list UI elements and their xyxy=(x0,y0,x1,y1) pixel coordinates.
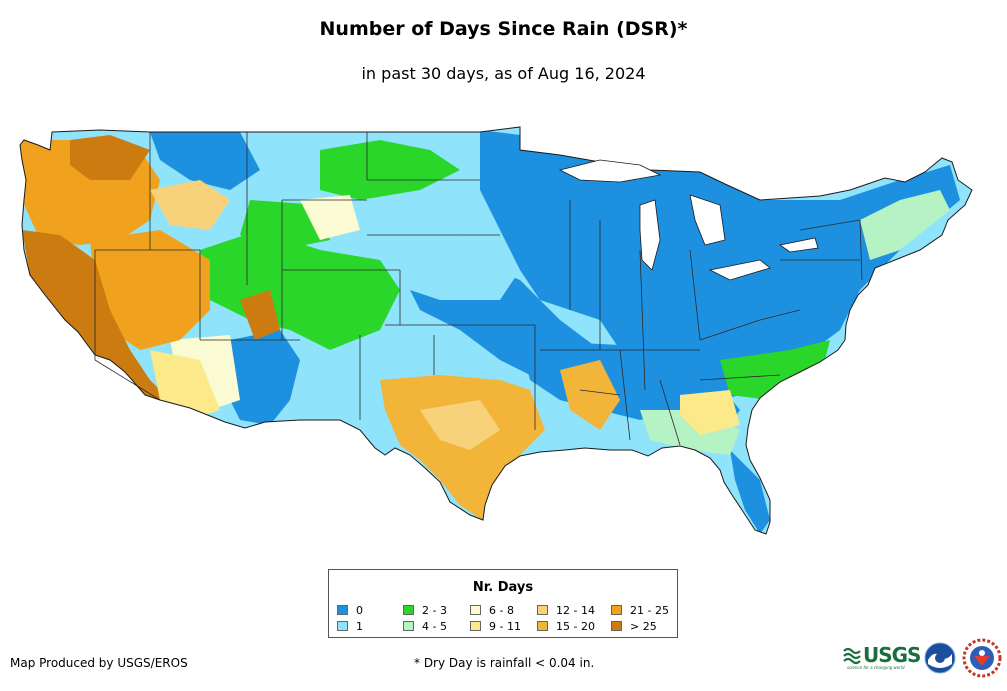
region-southeast-0 xyxy=(520,340,740,440)
legend-label: 2 - 3 xyxy=(422,604,447,617)
legend-swatch xyxy=(470,621,481,631)
border-northern-tier xyxy=(94,132,863,446)
region-great-lakes-0 xyxy=(480,130,960,400)
legend-swatch xyxy=(403,621,414,631)
legend-swatch xyxy=(403,605,414,615)
legend-swatch xyxy=(537,605,548,615)
lake-superior xyxy=(558,159,662,183)
legend-label: > 25 xyxy=(630,620,657,633)
great-lakes xyxy=(558,159,819,281)
legend-item: > 25 xyxy=(611,621,657,633)
legend-swatch xyxy=(337,621,348,631)
region-southwest-0 xyxy=(225,330,300,425)
region-northplains-2-3 xyxy=(320,140,460,200)
region-northwest-0 xyxy=(150,132,260,190)
legend: Nr. Days 0 1 2 - 3 4 - 5 6 - 8 9 - 11 12 - 14 1… xyxy=(328,569,678,638)
legend-item: 4 - 5 xyxy=(403,621,447,633)
legend-swatch xyxy=(470,605,481,615)
legend-swatch xyxy=(337,605,348,615)
usgs-logo: USGS science for a changing world xyxy=(843,643,921,670)
legend-item: 1 xyxy=(337,621,363,633)
region-california-gt25 xyxy=(22,230,180,410)
state-borders xyxy=(94,132,863,446)
lake-michigan xyxy=(639,199,661,271)
legend-title: Nr. Days xyxy=(472,580,534,595)
legend-label: 6 - 8 xyxy=(489,604,514,617)
legend-item: 9 - 11 xyxy=(470,621,521,633)
legend-swatch xyxy=(611,605,622,615)
usgs-wave-icon xyxy=(843,647,861,665)
noaa-logo-icon xyxy=(924,642,956,674)
map-title: Number of Days Since Rain (DSR)* xyxy=(319,18,688,40)
lake-erie xyxy=(708,259,771,281)
usgs-wordmark: USGS xyxy=(863,643,921,667)
legend-item: 21 - 25 xyxy=(611,605,669,617)
region-texas-12-14 xyxy=(420,400,500,450)
region-newengland-4-5 xyxy=(860,190,950,260)
region-alabama-9-11 xyxy=(680,390,740,435)
legend-label: 15 - 20 xyxy=(556,620,595,633)
legend-label: 4 - 5 xyxy=(422,620,447,633)
legend-label: 12 - 14 xyxy=(556,604,595,617)
dsr-regions xyxy=(20,127,972,534)
legend-label: 0 xyxy=(356,604,363,617)
region-plains-1 xyxy=(300,220,520,300)
region-florida-0 xyxy=(730,450,770,534)
region-lower-miss-15-20 xyxy=(560,360,620,430)
nws-logo-icon xyxy=(962,638,1002,678)
region-shapes xyxy=(20,130,960,534)
dsr-map xyxy=(19,126,973,535)
region-utah-gt25 xyxy=(240,290,280,340)
credit-text: Map Produced by USGS/EROS xyxy=(10,656,188,670)
legend-item: 2 - 3 xyxy=(403,605,447,617)
legend-swatch xyxy=(537,621,548,631)
map-subtitle: in past 30 days, as of Aug 16, 2024 xyxy=(361,64,646,83)
legend-item: 6 - 8 xyxy=(470,605,514,617)
lake-ontario xyxy=(779,237,819,253)
usgs-tagline: science for a changing world xyxy=(847,665,905,670)
legend-swatch xyxy=(611,621,622,631)
region-wyoming-6-8 xyxy=(300,195,360,240)
legend-label: 1 xyxy=(356,620,363,633)
legend-label: 9 - 11 xyxy=(489,620,521,633)
region-great-basin-21-25 xyxy=(90,230,210,350)
legend-item: 12 - 14 xyxy=(537,605,595,617)
legend-item: 0 xyxy=(337,605,363,617)
legend-item: 15 - 20 xyxy=(537,621,595,633)
legend-label: 21 - 25 xyxy=(630,604,669,617)
dry-day-note: * Dry Day is rainfall < 0.04 in. xyxy=(414,656,595,670)
region-oregon-gt25 xyxy=(70,135,150,180)
lake-huron xyxy=(689,194,726,246)
region-idaho-12-14 xyxy=(150,180,230,230)
region-texas-1 xyxy=(380,330,470,380)
